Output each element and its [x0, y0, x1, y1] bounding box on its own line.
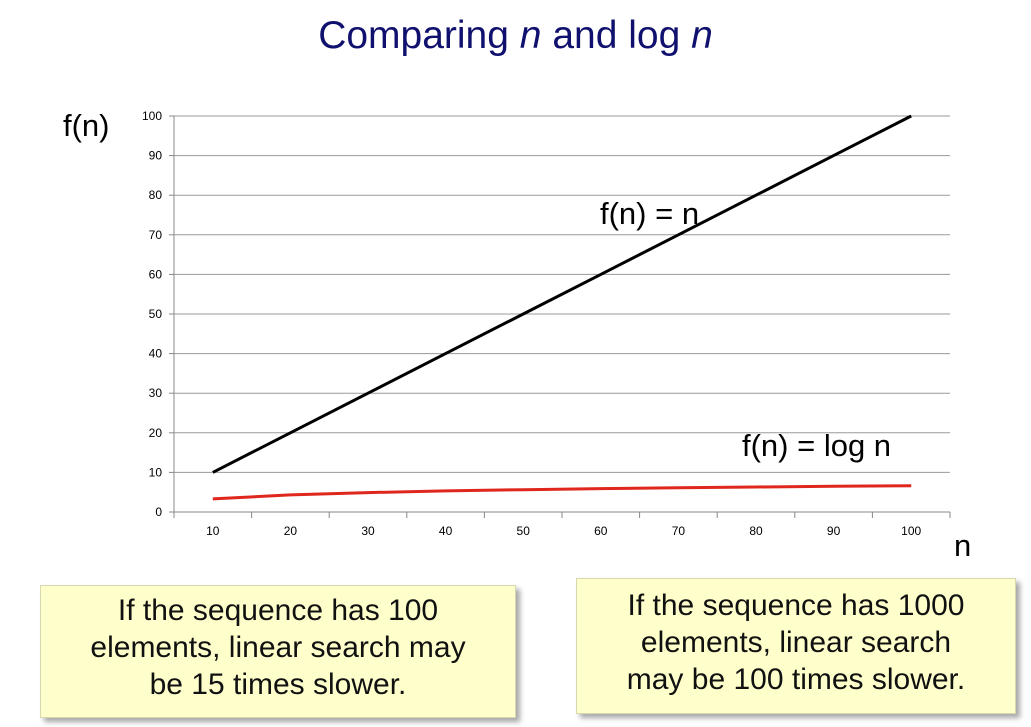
x-tick-label: 90	[827, 524, 841, 538]
title-middle: and log	[541, 14, 692, 57]
y-tick-label: 50	[149, 307, 163, 321]
slide-title: Comparing n and log n	[0, 14, 1031, 58]
line-chart: 0 10 20 30 40 50 60 70 80 90 100 10 20 30 40 50 60 70 80 9…	[63, 108, 971, 563]
y-tick-label: 0	[155, 505, 162, 519]
note-box-1000-elements: If the sequence has 1000 elements, linea…	[576, 578, 1016, 714]
y-axis-label: f(n)	[63, 108, 110, 143]
y-tick-label: 60	[149, 267, 163, 281]
y-tick-label: 30	[149, 386, 163, 400]
x-axis-label: n	[954, 528, 971, 563]
y-tick-label: 80	[149, 188, 163, 202]
note-box-100-elements: If the sequence has 100 elements, linear…	[40, 585, 516, 718]
x-tick-label: 30	[361, 524, 375, 538]
x-tick-label: 70	[672, 524, 686, 538]
y-tick-label: 40	[149, 347, 163, 361]
y-tick-label: 10	[149, 465, 163, 479]
x-tick-label: 10	[206, 524, 220, 538]
y-tick-label: 100	[142, 109, 162, 123]
title-var-n: n	[519, 14, 542, 57]
x-tick-label: 20	[284, 524, 298, 538]
x-tick-label: 40	[439, 524, 453, 538]
x-tick-label: 80	[749, 524, 763, 538]
title-prefix: Comparing	[318, 14, 520, 57]
y-tick-label: 90	[149, 149, 163, 163]
note-line: may be 100 times slower.	[626, 663, 966, 696]
note-line: If the sequence has 1000	[627, 589, 965, 622]
x-tick-label: 50	[517, 524, 531, 538]
series-label-log: f(n) = log n	[742, 428, 891, 463]
y-tick-label: 70	[149, 228, 163, 242]
note-line: be 15 times slower.	[149, 668, 407, 701]
x-tick-label: 100	[901, 524, 921, 538]
series-label-linear: f(n) = n	[600, 196, 699, 231]
y-tick-label: 20	[149, 426, 163, 440]
note-line: elements, linear search may	[90, 631, 466, 664]
series-line-linear	[212, 114, 912, 474]
note-line: If the sequence has 100	[117, 594, 439, 627]
series-line-log	[212, 484, 912, 501]
title-var-n-2: n	[691, 14, 713, 57]
x-tick-label: 60	[594, 524, 608, 538]
note-line: elements, linear search	[640, 626, 952, 659]
